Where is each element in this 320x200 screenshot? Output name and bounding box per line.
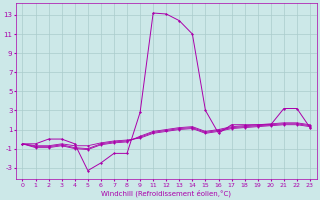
- X-axis label: Windchill (Refroidissement éolien,°C): Windchill (Refroidissement éolien,°C): [101, 189, 231, 197]
